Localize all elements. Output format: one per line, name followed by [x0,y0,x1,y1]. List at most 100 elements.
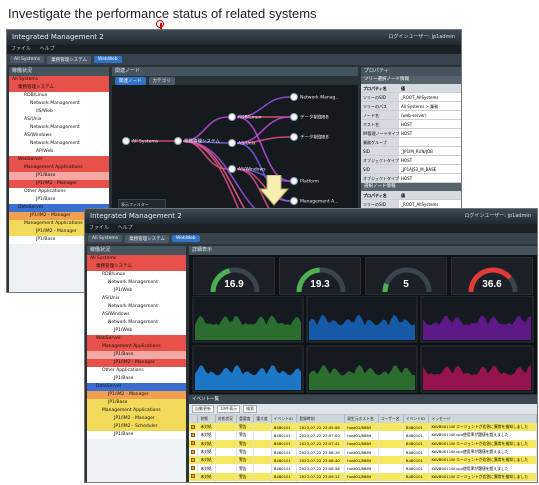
tree-node[interactable]: AS/Unix [9,116,109,124]
tree-node[interactable]: Management Applications [87,343,186,351]
event-column-header[interactable]: 対処状況 [215,415,238,423]
tree-node[interactable]: DataServer [9,204,109,212]
menu-file[interactable]: ファイル [11,46,32,52]
graph-node-icon[interactable] [228,165,236,173]
graph-node-icon[interactable] [290,197,298,205]
tree-node[interactable]: All Systems [9,76,109,84]
tree-node[interactable]: All Systems [87,255,186,263]
tree-node[interactable]: 業務管理システム [87,263,186,271]
tab-business-system[interactable]: 業務管理システム [125,234,170,243]
graph-node-icon[interactable] [228,113,236,121]
tree-node[interactable]: WebServer [87,335,186,343]
tree-node[interactable]: AS/Windows [87,311,186,319]
tree-node[interactable]: JP1/IM2 - Manager [9,212,109,220]
event-row[interactable]: 未対処 警告 B480101 2023-07-22 23:07:00 host01/88… [189,431,537,440]
tab-category[interactable]: カテゴリ [148,76,175,85]
tree-node[interactable]: JP1/Base [87,431,186,439]
event-column-header[interactable] [189,415,199,423]
menu-help[interactable]: ヘルプ [39,46,55,52]
graph-node-icon[interactable] [290,133,298,141]
tab-all-systems[interactable]: All Systems [10,56,45,63]
tab-web[interactable]: WebWeb [94,56,122,63]
graph-link [182,140,229,170]
tree-node[interactable]: JP1/IM2 - Manager [87,391,186,399]
event-row[interactable]: 未対処 警告 B480101 2023-07-22 23:05:06 host01/88… [189,423,537,432]
event-row[interactable]: 未対処 警告 B480101 2023-07-22 23:08:19 host01/88… [189,447,537,457]
tree-node[interactable]: JP1/IM2 - Manager [87,359,186,367]
event-column-header[interactable]: 重要度 [236,415,255,423]
tree-node[interactable]: Network Management [87,279,186,287]
tree-node[interactable]: JP1/IM2 - Manager [87,415,186,423]
tree-node[interactable]: Network Management [87,319,186,327]
tree-node[interactable]: AS/Windows [9,132,109,140]
graph-node-icon[interactable] [228,139,236,147]
display-count-select[interactable]: 10件表示 [217,405,241,413]
tree-node[interactable]: JP1/IM2 - Scheduler [87,423,186,431]
graph-node-icon[interactable] [174,137,182,145]
tree-node[interactable]: JP1/Base [9,236,109,244]
event-column-header[interactable]: 登録時刻 [296,415,346,423]
event-column-header[interactable]: メッセージ [428,415,537,423]
graph-link [236,116,291,144]
tab-related-nodes[interactable]: 関連ノード [115,76,146,85]
graph-node-icon[interactable] [290,93,298,101]
tree-node[interactable]: IIS/Web [9,108,109,116]
graph-node-icon[interactable] [290,177,298,185]
event-cell [378,423,404,432]
event-row[interactable]: 未対処 警告 B480101 2023-07-22 23:09:12 host01/88… [189,472,537,482]
tree-node[interactable]: Management Applications [9,220,109,228]
event-column-header[interactable]: 発生元ホスト名 [344,415,379,423]
tree-node[interactable]: JP1/Base [87,375,186,383]
tree-node[interactable]: Other Applications [9,188,109,196]
tree-node[interactable]: RDB/Linux [9,92,109,100]
graph-node-icon[interactable] [122,137,130,145]
tree-node[interactable]: JP1/Base [9,196,109,204]
tab-business-system[interactable]: 業務管理システム [47,55,92,64]
tree-node[interactable]: JP1/Base [87,399,186,407]
tree-node[interactable]: JP1/IM2 - Manager [9,228,109,236]
event-cell [378,464,404,473]
tree-node[interactable]: Management Applications [9,164,109,172]
tree-node[interactable]: AS/Unix [87,295,186,303]
tree-node[interactable]: JP1/Base [87,351,186,359]
tree-node[interactable]: JP1/Web [87,287,186,295]
event-column-header[interactable]: イベントID [271,415,298,423]
tree-node[interactable]: Network Management [9,124,109,132]
event-column-header[interactable]: 状態 [197,415,216,423]
window-title: Integrated Management 2 [90,212,182,220]
menu-file[interactable]: ファイル [89,225,110,231]
tab-all-systems[interactable]: All Systems [88,235,123,242]
tree-node[interactable]: DataServer [87,383,186,391]
event-row[interactable]: 未対処 警告 B480101 2023-07-22 23:08:40 host01/88… [189,456,537,465]
tree-node[interactable]: Other Applications [87,367,186,375]
page-heading: Investigate the performance status of re… [8,6,317,21]
tree-node[interactable]: Management Applications [87,407,186,415]
chart-area [423,365,531,390]
tree-node[interactable]: Network Management [87,303,186,311]
tree-node[interactable]: JP1/Base [9,172,109,180]
auto-refresh-button[interactable]: 自動更新 [192,405,214,413]
search-button[interactable]: 検索 [243,405,258,413]
tree-node[interactable]: 業務管理システム [9,84,109,92]
event-row[interactable]: 未対処 警告 B480101 2023-07-22 23:08:58 host01/88… [189,464,537,473]
tree-node[interactable]: RDB/Linux [87,271,186,279]
tab-web[interactable]: WebWeb [172,235,200,242]
menu-help[interactable]: ヘルプ [117,225,133,231]
gauge-arc [382,267,432,293]
tree-node[interactable]: WebServer [9,156,109,164]
property-value: HOST [399,129,461,137]
tree-node[interactable]: Network Management [9,140,109,148]
event-column-header[interactable]: 重大度 [253,415,272,423]
graph-node-label: All Systems [132,139,159,145]
event-row[interactable]: 未対処 警告 B480101 2023-07-22 23:07:41 host01/88… [189,439,537,448]
tree-node[interactable]: AP/Web [9,148,109,156]
tree-node[interactable]: JP1/Web [87,327,186,335]
tab-bar: All Systems 業務管理システム WebWeb [85,233,537,244]
tree-node[interactable]: JP1/IM2 - Manager [9,180,109,188]
graph-node-icon[interactable] [290,113,298,121]
event-cell [215,472,238,482]
tree-node[interactable]: Network Management [9,100,109,108]
event-column-header[interactable]: イベントID [403,415,430,423]
event-column-header[interactable]: ユーザー名 [378,415,404,423]
